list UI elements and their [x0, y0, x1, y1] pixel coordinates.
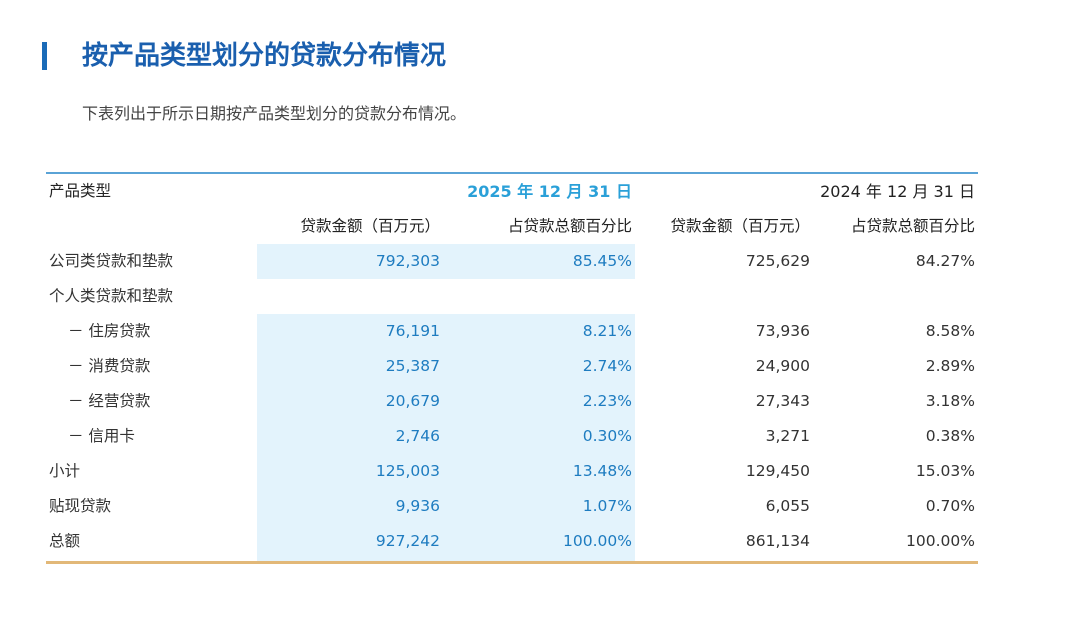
share-2024: 100.00%	[906, 532, 975, 550]
table-row: － 住房贷款 76,191 8.21% 73,936 8.58%	[46, 314, 978, 349]
amount-2024: 861,134	[745, 532, 810, 550]
table-header-row: 产品类型 2025 年 12 月 31 日 2024 年 12 月 31 日	[46, 174, 978, 209]
table-bottom-rule	[46, 561, 978, 564]
amount-2024: 27,343	[755, 392, 810, 410]
amount-2025: 927,242	[375, 532, 440, 550]
amount-2025: 125,003	[375, 462, 440, 480]
table-row: 贴现贷款 9,936 1.07% 6,055 0.70%	[46, 489, 978, 524]
amount-2024: 6,055	[765, 497, 810, 515]
table-row: 总额 927,242 100.00% 861,134 100.00%	[46, 524, 978, 559]
amount-2025: 792,303	[375, 252, 440, 270]
row-label: － 信用卡	[68, 427, 135, 445]
table-row: 个人类贷款和垫款	[46, 279, 978, 314]
amount-2024: 129,450	[745, 462, 810, 480]
header-period-prior: 2024 年 12 月 31 日	[820, 182, 975, 201]
share-2025: 100.00%	[563, 532, 632, 550]
highlight-band	[257, 244, 635, 279]
header-category: 产品类型	[49, 182, 112, 200]
amount-2024: 24,900	[755, 357, 810, 375]
row-label: － 经营贷款	[68, 392, 151, 410]
share-2025: 1.07%	[582, 497, 632, 515]
amount-2025: 76,191	[385, 322, 440, 340]
amount-2024: 73,936	[755, 322, 810, 340]
title-accent-bar	[42, 42, 47, 70]
share-2025: 13.48%	[572, 462, 632, 480]
amount-2025: 9,936	[395, 497, 440, 515]
share-2025: 0.30%	[582, 427, 632, 445]
share-2025: 2.74%	[582, 357, 632, 375]
amount-2024: 725,629	[745, 252, 810, 270]
table-top-rule	[46, 172, 978, 174]
header-amount-prior: 贷款金额（百万元）	[670, 217, 810, 235]
table-row: － 经营贷款 20,679 2.23% 27,343 3.18%	[46, 384, 978, 419]
row-label: 个人类贷款和垫款	[49, 287, 174, 305]
row-label: 公司类贷款和垫款	[49, 252, 174, 270]
page-title: 按产品类型划分的贷款分布情况	[82, 41, 447, 71]
amount-2025: 20,679	[385, 392, 440, 410]
share-2024: 0.38%	[925, 427, 975, 445]
share-2024: 0.70%	[925, 497, 975, 515]
share-2025: 2.23%	[582, 392, 632, 410]
highlight-band	[257, 314, 635, 561]
table-row: 小计 125,003 13.48% 129,450 15.03%	[46, 454, 978, 489]
header-share-prior: 占贷款总额百分比	[850, 217, 975, 235]
row-label: － 住房贷款	[68, 322, 151, 340]
share-2025: 85.45%	[572, 252, 632, 270]
row-label: 贴现贷款	[49, 497, 112, 515]
share-2024: 3.18%	[925, 392, 975, 410]
amount-2025: 2,746	[395, 427, 440, 445]
page-subtitle: 下表列出于所示日期按产品类型划分的贷款分布情况。	[82, 104, 467, 123]
table-row: － 信用卡 2,746 0.30% 3,271 0.38%	[46, 419, 978, 454]
row-label: 总额	[49, 532, 81, 550]
row-label: － 消费贷款	[68, 357, 151, 375]
share-2024: 84.27%	[915, 252, 975, 270]
row-label: 小计	[49, 462, 81, 480]
table-row: 公司类贷款和垫款 792,303 85.45% 725,629 84.27%	[46, 244, 978, 279]
share-2024: 8.58%	[925, 322, 975, 340]
amount-2024: 3,271	[765, 427, 810, 445]
header-share-current: 占贷款总额百分比	[507, 217, 632, 235]
table-subheader-row: 贷款金额（百万元） 占贷款总额百分比 贷款金额（百万元） 占贷款总额百分比	[46, 209, 978, 244]
table-row: － 消费贷款 25,387 2.74% 24,900 2.89%	[46, 349, 978, 384]
share-2024: 2.89%	[925, 357, 975, 375]
loan-distribution-table: 产品类型 2025 年 12 月 31 日 2024 年 12 月 31 日 贷…	[46, 172, 978, 564]
amount-2025: 25,387	[385, 357, 440, 375]
header-period-current: 2025 年 12 月 31 日	[467, 182, 632, 201]
header-amount-current: 贷款金额（百万元）	[300, 217, 440, 235]
share-2025: 8.21%	[582, 322, 632, 340]
share-2024: 15.03%	[915, 462, 975, 480]
